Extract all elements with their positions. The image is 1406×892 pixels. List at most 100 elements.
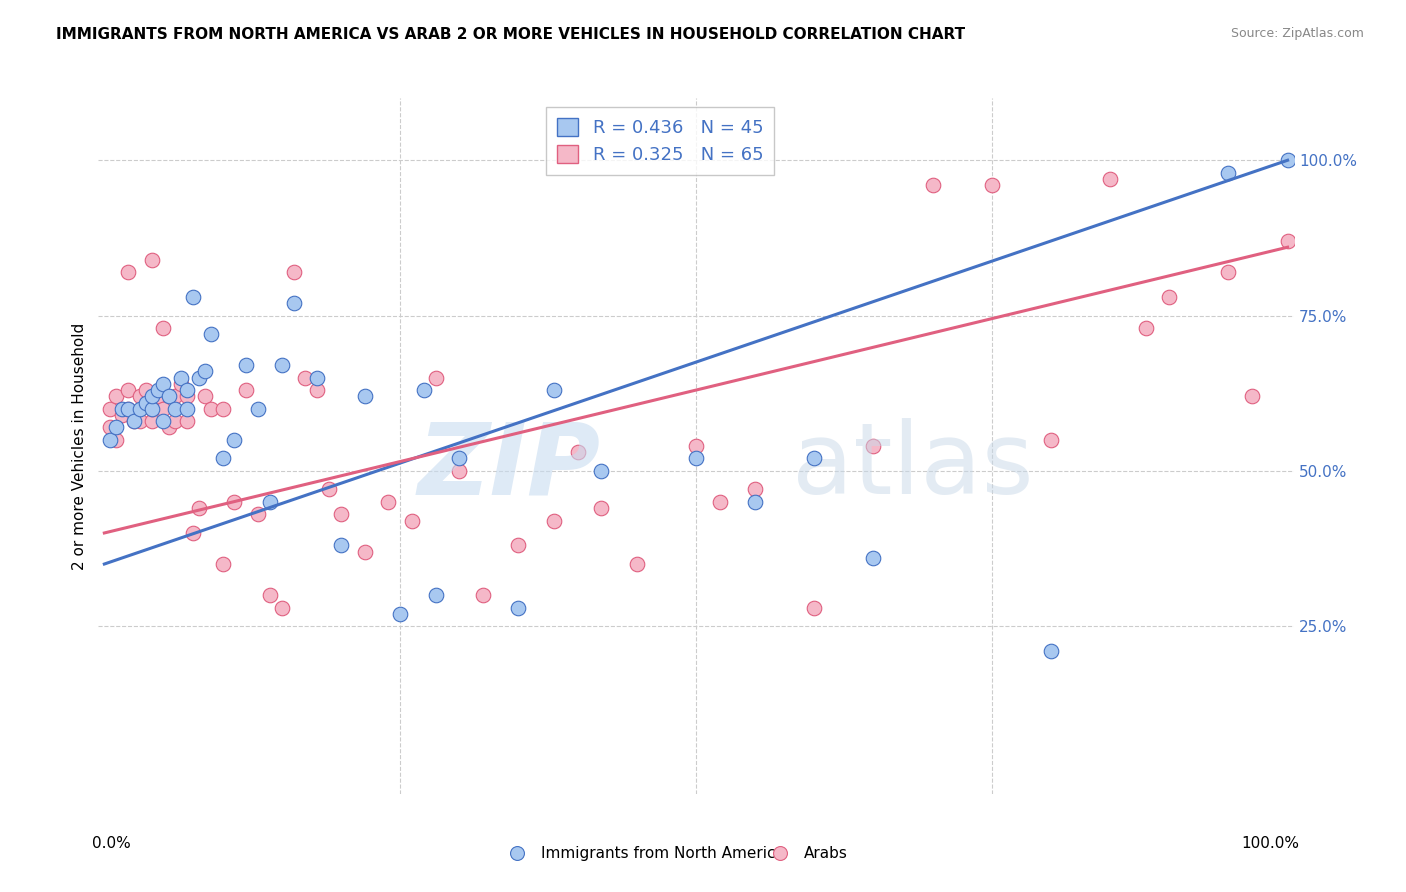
Point xyxy=(377,495,399,509)
Point xyxy=(862,550,884,565)
Point xyxy=(122,414,145,428)
Point xyxy=(283,265,305,279)
Point xyxy=(1277,153,1299,168)
Point xyxy=(591,501,613,516)
Point xyxy=(591,464,613,478)
Point xyxy=(128,389,150,403)
Point xyxy=(200,327,222,342)
Point xyxy=(235,358,257,372)
Text: Source: ZipAtlas.com: Source: ZipAtlas.com xyxy=(1230,27,1364,40)
Point xyxy=(425,370,447,384)
Point xyxy=(508,538,530,552)
Point xyxy=(181,526,204,541)
Point xyxy=(307,370,329,384)
Point xyxy=(270,358,292,372)
Point xyxy=(744,483,766,497)
Point xyxy=(188,370,211,384)
Point xyxy=(235,383,257,397)
Text: 0.0%: 0.0% xyxy=(93,836,131,851)
Point xyxy=(1135,321,1157,335)
Text: ZIP: ZIP xyxy=(418,418,600,516)
Point xyxy=(105,420,128,434)
Point xyxy=(508,600,530,615)
Point xyxy=(1039,433,1062,447)
Point xyxy=(141,401,163,416)
Point xyxy=(270,600,292,615)
Point xyxy=(152,414,174,428)
Point xyxy=(330,508,353,522)
Point xyxy=(224,433,246,447)
Point xyxy=(105,389,128,403)
Point xyxy=(152,376,174,391)
Point xyxy=(259,588,281,602)
Point xyxy=(176,414,198,428)
Point xyxy=(412,383,434,397)
Point xyxy=(170,370,193,384)
Point xyxy=(318,483,340,497)
Point xyxy=(472,588,495,602)
Point xyxy=(862,439,884,453)
Point xyxy=(283,296,305,310)
Point xyxy=(1218,265,1240,279)
Point xyxy=(224,495,246,509)
Point xyxy=(247,401,270,416)
Point xyxy=(449,464,471,478)
Point xyxy=(188,501,211,516)
Point xyxy=(768,827,790,841)
Point xyxy=(330,538,353,552)
Point xyxy=(117,401,139,416)
Point xyxy=(98,420,121,434)
Point xyxy=(1039,644,1062,658)
Point xyxy=(211,557,233,571)
Point xyxy=(141,389,163,403)
Point xyxy=(141,252,163,267)
Point xyxy=(111,408,134,422)
Point xyxy=(543,514,565,528)
Text: IMMIGRANTS FROM NORTH AMERICA VS ARAB 2 OR MORE VEHICLES IN HOUSEHOLD CORRELATIO: IMMIGRANTS FROM NORTH AMERICA VS ARAB 2 … xyxy=(56,27,966,42)
Point xyxy=(1218,166,1240,180)
Point xyxy=(128,401,150,416)
Point xyxy=(626,557,648,571)
Point xyxy=(165,401,187,416)
Point xyxy=(1241,389,1264,403)
Point xyxy=(146,389,169,403)
Point xyxy=(980,178,1002,193)
Point xyxy=(803,600,825,615)
Point xyxy=(146,383,169,397)
Point xyxy=(117,401,139,416)
Point xyxy=(211,451,233,466)
Point xyxy=(1159,290,1181,304)
Point xyxy=(176,389,198,403)
Point xyxy=(401,514,423,528)
Text: atlas: atlas xyxy=(792,418,1033,516)
Point xyxy=(353,389,375,403)
Point xyxy=(157,389,180,403)
Point xyxy=(200,401,222,416)
Point xyxy=(803,451,825,466)
Point xyxy=(194,364,217,378)
Text: Immigrants from North America: Immigrants from North America xyxy=(541,846,785,861)
Point xyxy=(307,383,329,397)
Point xyxy=(1277,234,1299,248)
Point xyxy=(165,414,187,428)
Point xyxy=(567,445,589,459)
Point xyxy=(98,401,121,416)
Point xyxy=(98,433,121,447)
Point xyxy=(247,508,270,522)
Y-axis label: 2 or more Vehicles in Household: 2 or more Vehicles in Household xyxy=(72,322,87,570)
Point xyxy=(389,607,412,621)
Point xyxy=(152,321,174,335)
Point xyxy=(685,451,707,466)
Point xyxy=(194,389,217,403)
Point xyxy=(259,495,281,509)
Point xyxy=(1099,172,1122,186)
Point xyxy=(170,376,193,391)
Point xyxy=(685,439,707,453)
Text: 100.0%: 100.0% xyxy=(1241,836,1299,851)
Point xyxy=(105,433,128,447)
Point xyxy=(122,414,145,428)
Point xyxy=(709,495,731,509)
Point xyxy=(165,389,187,403)
Point xyxy=(449,451,471,466)
Point xyxy=(543,383,565,397)
